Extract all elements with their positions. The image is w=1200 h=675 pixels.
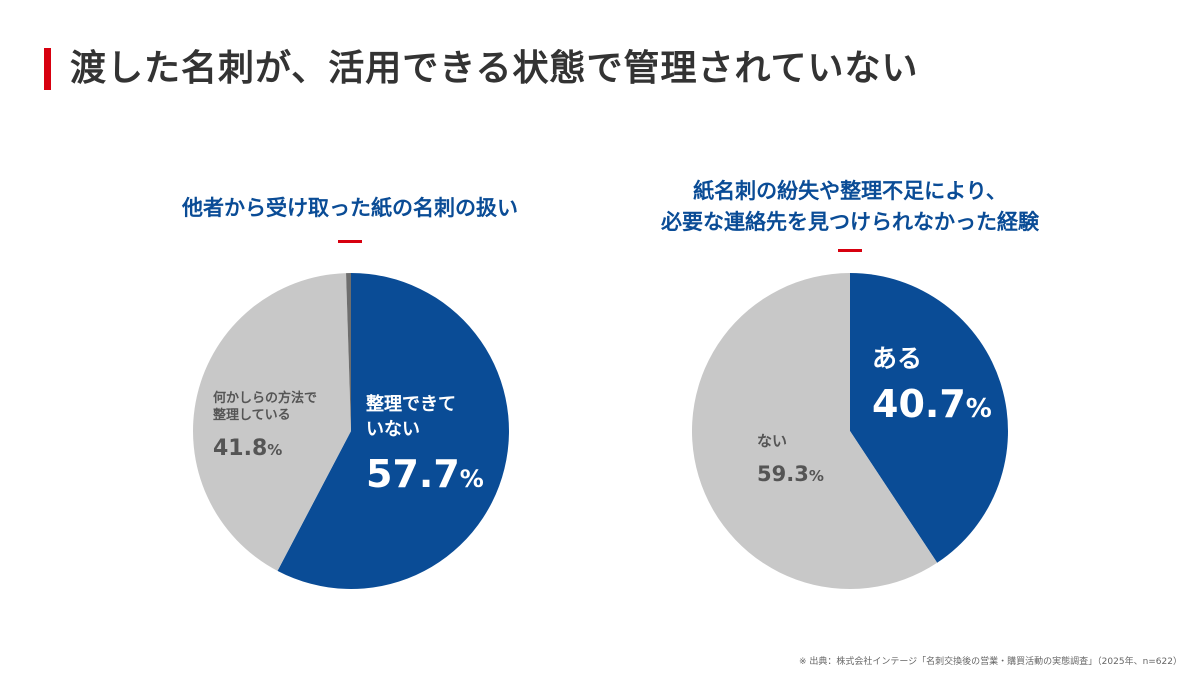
chart2-slice-1 — [850, 273, 1008, 563]
source-note: ※ 出典：株式会社インテージ「名刺交換後の営業・購買活動の実態調査」（2025年… — [798, 657, 1182, 667]
chart1-slice-1 — [277, 273, 509, 589]
chart2-slice-1-label-line-1: ある — [872, 344, 922, 373]
chart1-slice-3 — [346, 273, 351, 431]
chart2-title: 紙名刺の紛失や整理不足により、 必要な連絡先を見つけられなかった経験 — [600, 176, 1100, 238]
page-title: 渡した名刺が、活用できる状態で管理されていない — [70, 48, 919, 89]
chart2-slice-2-label: ない 59.3% — [757, 432, 824, 486]
chart2-slice-2-value: 59.3% — [757, 462, 824, 486]
chart1-slice-1-value: 57.7% — [366, 452, 484, 496]
chart2-title-line-1: 紙名刺の紛失や整理不足により、 — [693, 179, 1007, 203]
chart1-title-dash — [338, 240, 362, 243]
chart1-slice-2-value: 41.8% — [213, 436, 282, 461]
chart2-title-dash — [838, 249, 862, 252]
chart2-slice-1-label: ある 40.7% — [872, 344, 992, 426]
chart2-slice-2 — [691, 272, 938, 589]
chart2-title-line-2: 必要な連絡先を見つけられなかった経験 — [661, 210, 1039, 234]
chart2-slice-2-label-line-1: ない — [757, 432, 787, 450]
chart1-slice-1-label-line-1: 整理できて — [365, 393, 456, 415]
title-accent-bar — [44, 48, 51, 90]
chart1-slice-2-label-line-1: 何かしらの方法で — [213, 390, 317, 406]
chart1-slice-1-label-line-2: いない — [366, 419, 420, 440]
chart1-slice-2 — [193, 273, 351, 571]
chart1-title: 他者から受け取った紙の名刺の扱い — [182, 196, 518, 220]
chart2-slice-1-value: 40.7% — [872, 382, 992, 426]
chart1-slice-2-label-line-2: 整理している — [212, 407, 291, 423]
